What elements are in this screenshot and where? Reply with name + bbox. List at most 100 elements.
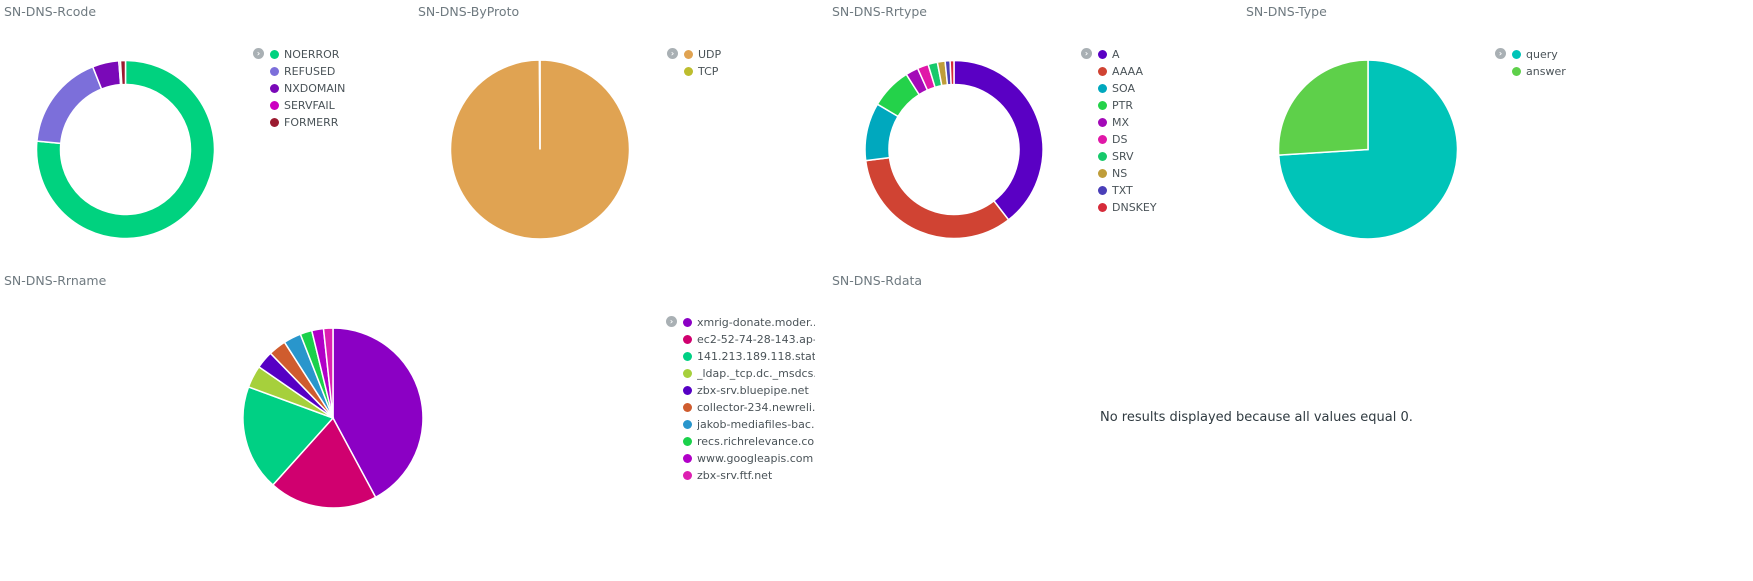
legend-item-ec2-52-74-28-143-ap[interactable]: ec2-52-74-28-143.ap-... — [683, 331, 815, 348]
legend-toggle-icon[interactable]: › — [1495, 48, 1506, 59]
legend-label: REFUSED — [284, 65, 336, 78]
legend-toggle-icon[interactable]: › — [666, 316, 677, 327]
legend-color-dot — [1098, 203, 1107, 212]
legend-item-ptr[interactable]: PTR — [1098, 97, 1157, 114]
legend-item-servfail[interactable]: SERVFAIL — [270, 97, 345, 114]
panel-type: SN-DNS-Type › query answer — [1242, 0, 1656, 270]
slice-zbx-srv-ftf-net[interactable] — [322, 327, 334, 419]
legend-toggle-icon[interactable]: › — [253, 48, 264, 59]
legend-label: 141.213.189.118.stati... — [697, 350, 815, 363]
legend-item-ldap-tcp-dc-msdcs[interactable]: _ldap._tcp.dc._msdcs.... — [683, 365, 815, 382]
legend-item-answer[interactable]: answer — [1512, 63, 1566, 80]
legend-item-nxdomain[interactable]: NXDOMAIN — [270, 80, 345, 97]
slice-xmrig-donate-moder[interactable] — [332, 327, 424, 499]
slice-dnskey[interactable] — [949, 59, 955, 86]
byproto-legend: › UDP TCP — [667, 46, 721, 80]
legend-color-dot — [1098, 118, 1107, 127]
empty-results-message: No results displayed because all values … — [1100, 410, 1413, 425]
slice-noerror[interactable] — [35, 59, 216, 240]
legend-label: collector-234.newreli... — [697, 401, 815, 414]
slice-141-213-189-118-stati[interactable] — [242, 385, 335, 487]
panel-byproto: SN-DNS-ByProto › UDP TCP — [414, 0, 828, 270]
slice-refused[interactable] — [36, 65, 103, 145]
legend-list: query answer — [1512, 46, 1566, 80]
legend-color-dot — [270, 84, 279, 93]
legend-item-tcp[interactable]: TCP — [684, 63, 721, 80]
legend-item-soa[interactable]: SOA — [1098, 80, 1157, 97]
legend-item-zbx-srv-ftf-net[interactable]: zbx-srv.ftf.net — [683, 467, 815, 484]
legend-list: NOERROR REFUSED NXDOMAIN SERVFAIL FORMERR — [270, 46, 345, 131]
legend-item-txt[interactable]: TXT — [1098, 182, 1157, 199]
legend-item-xmrig-donate-moder[interactable]: xmrig-donate.moder... — [683, 314, 815, 331]
legend-label: NOERROR — [284, 48, 340, 61]
legend-label: FORMERR — [284, 116, 339, 129]
legend-label: www.googleapis.com — [697, 452, 814, 465]
legend-item-aaaa[interactable]: AAAA — [1098, 63, 1157, 80]
legend-label: AAAA — [1112, 65, 1144, 78]
legend-label: NS — [1112, 167, 1128, 180]
legend-toggle-icon[interactable]: › — [1081, 48, 1092, 59]
legend-color-dot — [683, 352, 692, 361]
legend-item-www-googleapis-com[interactable]: www.googleapis.com — [683, 450, 815, 467]
legend-item-refused[interactable]: REFUSED — [270, 63, 345, 80]
legend-item-query[interactable]: query — [1512, 46, 1566, 63]
panel-title: SN-DNS-ByProto — [418, 4, 520, 19]
legend-color-dot — [1098, 169, 1107, 178]
legend-color-dot — [1098, 67, 1107, 76]
slice-tcp[interactable] — [538, 59, 541, 150]
legend-item-formerr[interactable]: FORMERR — [270, 114, 345, 131]
legend-toggle-icon[interactable]: › — [667, 48, 678, 59]
byproto-pie-chart — [449, 59, 631, 240]
panel-title: SN-DNS-Type — [1246, 4, 1327, 19]
legend-item-dnskey[interactable]: DNSKEY — [1098, 199, 1157, 216]
legend-color-dot — [1098, 50, 1107, 59]
legend-label: answer — [1526, 65, 1566, 78]
legend-item-jakob-mediafiles-bac[interactable]: jakob-mediafiles-bac... — [683, 416, 815, 433]
legend-color-dot — [683, 437, 692, 446]
rrtype-donut-chart — [864, 59, 1044, 240]
rcode-legend: › NOERROR REFUSED NXDOMAIN SERVFAIL FORMERR — [253, 46, 345, 131]
legend-color-dot — [1512, 50, 1521, 59]
legend-color-dot — [1098, 186, 1107, 195]
legend-item-srv[interactable]: SRV — [1098, 148, 1157, 165]
legend-item-ns[interactable]: NS — [1098, 165, 1157, 182]
legend-color-dot — [683, 454, 692, 463]
slice-a[interactable] — [953, 59, 1044, 221]
legend-label: SRV — [1112, 150, 1134, 163]
legend-item-collector-234-newreli[interactable]: collector-234.newreli... — [683, 399, 815, 416]
type-legend: › query answer — [1495, 46, 1566, 80]
legend-label: TCP — [698, 65, 719, 78]
legend-label: zbx-srv.ftf.net — [697, 469, 773, 482]
slice-aaaa[interactable] — [864, 156, 1010, 240]
legend-label: SOA — [1112, 82, 1135, 95]
legend-item-141-213-189-118-stati[interactable]: 141.213.189.118.stati... — [683, 348, 815, 365]
legend-label: PTR — [1112, 99, 1133, 112]
legend-color-dot — [1098, 152, 1107, 161]
panel-title: SN-DNS-Rrname — [4, 273, 107, 288]
panel-rcode: SN-DNS-Rcode › NOERROR REFUSED NXDOMAIN SER… — [0, 0, 414, 270]
legend-color-dot — [683, 386, 692, 395]
legend-color-dot — [1098, 135, 1107, 144]
legend-color-dot — [270, 101, 279, 110]
legend-color-dot — [683, 471, 692, 480]
legend-color-dot — [683, 318, 692, 327]
panel-rrtype: SN-DNS-Rrtype › A AAAA SOA PTR MX DS SRV NS TXT D… — [828, 0, 1242, 270]
rrtype-legend: › A AAAA SOA PTR MX DS SRV NS TXT DNSKEY — [1081, 46, 1157, 216]
slice-ec2-52-74-28-143-ap[interactable] — [271, 416, 377, 509]
legend-label: DNSKEY — [1112, 201, 1157, 214]
legend-item-ds[interactable]: DS — [1098, 131, 1157, 148]
slice-formerr[interactable] — [119, 59, 127, 86]
legend-label: xmrig-donate.moder... — [697, 316, 815, 329]
panel-title: SN-DNS-Rrtype — [832, 4, 927, 19]
legend-item-recs-richrelevance-com[interactable]: recs.richrelevance.com — [683, 433, 815, 450]
legend-list: xmrig-donate.moder... ec2-52-74-28-143.ap… — [683, 314, 815, 484]
legend-item-a[interactable]: A — [1098, 46, 1157, 63]
legend-item-mx[interactable]: MX — [1098, 114, 1157, 131]
slice-answer[interactable] — [1277, 59, 1369, 156]
legend-item-zbx-srv-bluepipe-net[interactable]: zbx-srv.bluepipe.net — [683, 382, 815, 399]
legend-item-noerror[interactable]: NOERROR — [270, 46, 345, 63]
legend-color-dot — [683, 403, 692, 412]
legend-label: UDP — [698, 48, 722, 61]
legend-color-dot — [684, 50, 693, 59]
legend-item-udp[interactable]: UDP — [684, 46, 721, 63]
